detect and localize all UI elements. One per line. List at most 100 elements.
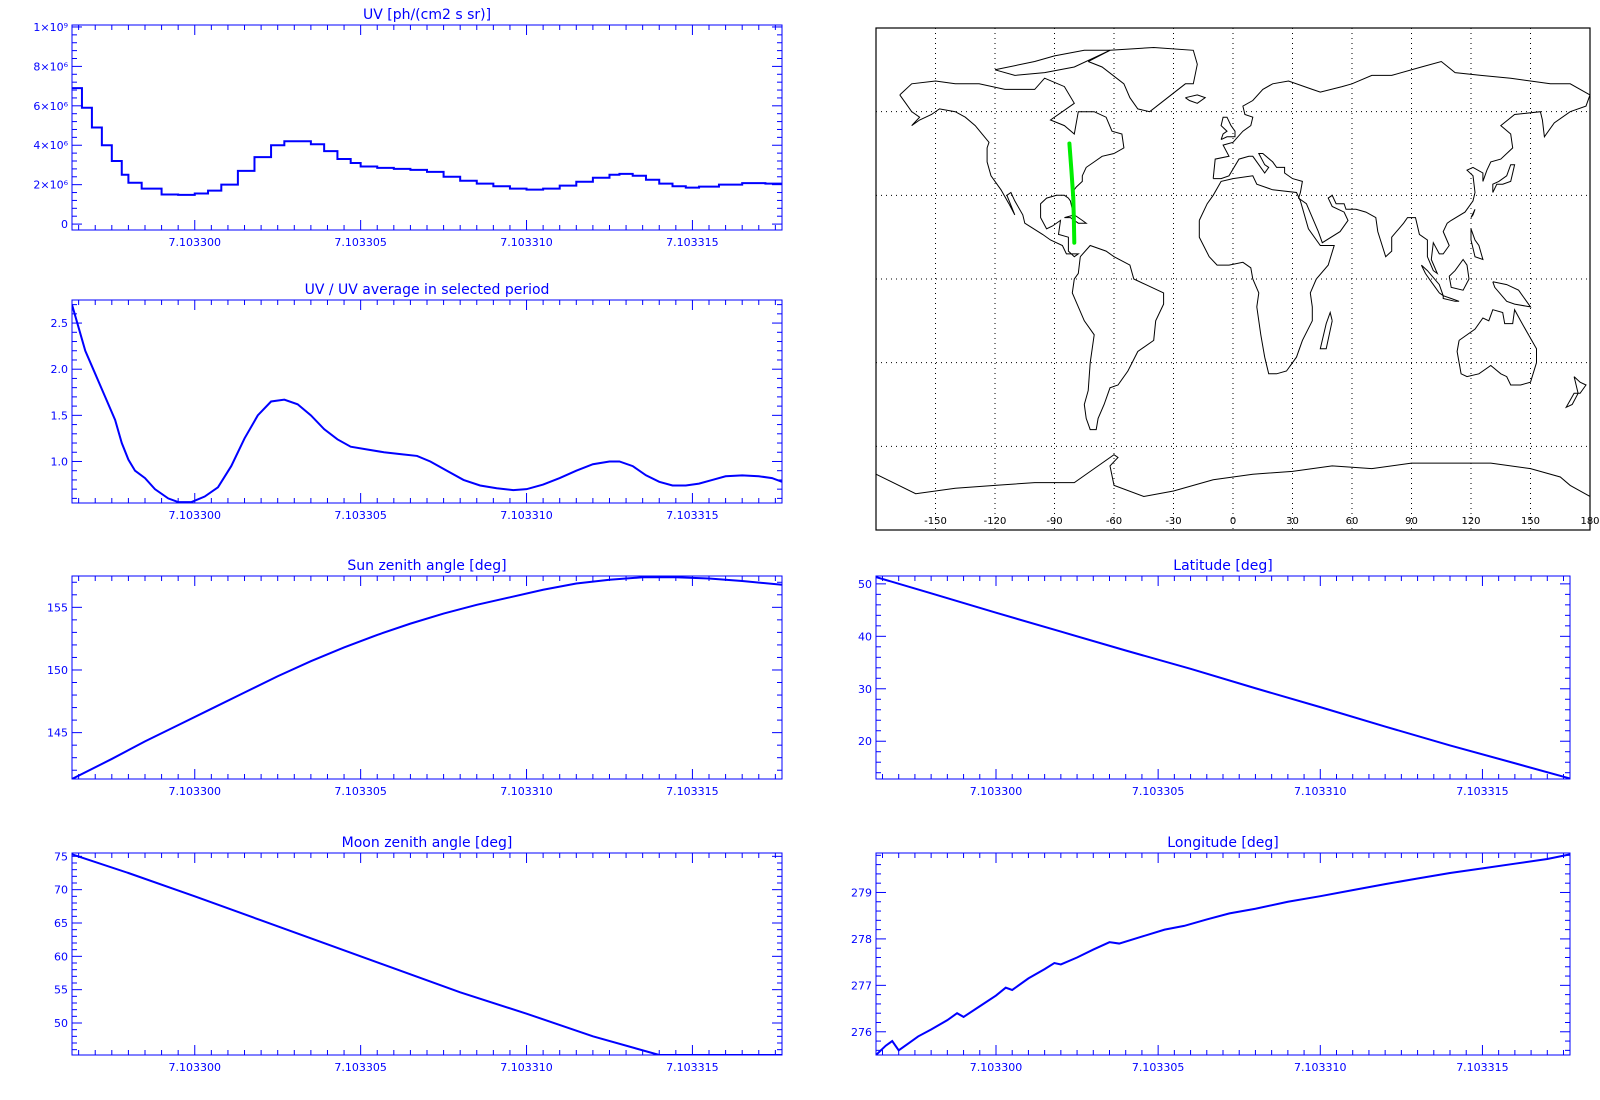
- coastline: [899, 77, 1125, 258]
- y-tick-label: 4×10⁶: [33, 139, 68, 152]
- plot-frame: [71, 575, 783, 780]
- y-tick-label: 70: [54, 884, 68, 897]
- coastline: [1470, 228, 1484, 261]
- x-tick-label: 7.103310: [500, 785, 553, 798]
- x-tick-label: 7.103315: [666, 236, 719, 249]
- coastline: [1492, 281, 1532, 308]
- y-tick-label: 1×10⁹: [33, 21, 68, 34]
- coastline: [1071, 244, 1165, 431]
- y-tick-label: 20: [858, 735, 872, 748]
- x-tick-label: 7.103300: [970, 785, 1023, 798]
- map-lon-label: -60: [1106, 516, 1122, 527]
- series-line: [72, 87, 782, 196]
- y-tick-label: 2.5: [51, 317, 69, 330]
- map-lon-label: -120: [984, 516, 1007, 527]
- chart-lon: Longitude [deg] 7.103300 7.103305 7.103310 7…: [851, 835, 1571, 1074]
- y-tick-label: 279: [851, 886, 872, 899]
- y-tick-label: 277: [851, 979, 872, 992]
- chart-title: UV [ph/(cm2 s sr)]: [363, 7, 491, 23]
- y-tick-label: 65: [54, 917, 68, 930]
- chart-title: Latitude [deg]: [1173, 558, 1272, 574]
- x-tick-label: 7.103310: [1294, 1061, 1347, 1074]
- coastline: [1470, 209, 1476, 218]
- y-tick-label: 55: [54, 984, 68, 997]
- chart-sun: Sun zenith angle [deg] 7.103300 7.103305 7.…: [47, 558, 783, 798]
- x-tick-label: 7.103315: [666, 1061, 719, 1074]
- chart-title: Longitude [deg]: [1167, 835, 1278, 851]
- x-tick-label: 7.103305: [334, 236, 387, 249]
- x-tick-label: 7.103300: [169, 509, 222, 522]
- series-line: [876, 576, 1570, 779]
- x-tick-label: 7.103315: [666, 509, 719, 522]
- y-tick-label: 145: [47, 727, 68, 740]
- coastline: [1492, 164, 1516, 193]
- x-tick-label: 7.103310: [500, 509, 553, 522]
- plot-frame: [71, 299, 783, 504]
- coastline: [1448, 258, 1470, 291]
- y-tick-label: 75: [54, 850, 68, 863]
- x-tick-label: 7.103305: [334, 785, 387, 798]
- coastline: [1456, 308, 1537, 386]
- orbit-track: [1067, 141, 1077, 245]
- y-tick-label: 2.0: [51, 363, 69, 376]
- x-tick-label: 7.103305: [1132, 785, 1185, 798]
- time-series-panels: UV [ph/(cm2 s sr)] 7.103300 7.103305 7.1033…: [33, 7, 1571, 1074]
- chart-title: UV / UV average in selected period: [305, 282, 550, 298]
- chart-lat: Latitude [deg] 7.103300 7.103305 7.103310 7.…: [858, 558, 1571, 798]
- y-tick-label: 2×10⁶: [33, 179, 68, 192]
- y-tick-label: 276: [851, 1026, 872, 1039]
- x-tick-label: 7.103300: [970, 1061, 1023, 1074]
- chart-title: Moon zenith angle [deg]: [342, 835, 513, 851]
- map-content: [876, 28, 1590, 530]
- x-tick-label: 7.103300: [169, 236, 222, 249]
- plot-frame: [875, 575, 1571, 780]
- x-tick-label: 7.103300: [169, 1061, 222, 1074]
- chart-uv: UV [ph/(cm2 s sr)] 7.103300 7.103305 7.1033…: [33, 7, 783, 249]
- y-tick-label: 1.5: [51, 409, 69, 422]
- coastline: [1087, 46, 1198, 113]
- map-lon-label: 150: [1521, 516, 1540, 527]
- y-tick-label: 278: [851, 933, 872, 946]
- chart-moon: Moon zenith angle [deg] 7.103300 7.103305 7…: [54, 835, 783, 1074]
- coastline: [1564, 376, 1587, 409]
- map-lon-label: 30: [1286, 516, 1299, 527]
- map-lon-label: -30: [1165, 516, 1181, 527]
- coastline: [1212, 60, 1590, 275]
- coastline: [1319, 310, 1333, 350]
- y-tick-label: 50: [858, 578, 872, 591]
- y-tick-label: 150: [47, 664, 68, 677]
- map-lon-label: -90: [1046, 516, 1062, 527]
- plot-frame: [875, 852, 1571, 1056]
- chart-title: Sun zenith angle [deg]: [347, 558, 506, 574]
- x-tick-label: 7.103315: [1456, 785, 1509, 798]
- coastline: [876, 454, 1590, 498]
- chart-uvratio: UV / UV average in selected period 7.1033…: [51, 282, 783, 522]
- coastline: [1442, 295, 1460, 302]
- x-tick-label: 7.103305: [334, 1061, 387, 1074]
- y-tick-label: 60: [54, 950, 68, 963]
- x-tick-label: 7.103310: [500, 1061, 553, 1074]
- series-line: [72, 304, 782, 503]
- x-tick-label: 7.103315: [1456, 1061, 1509, 1074]
- plot-frame: [71, 852, 783, 1056]
- y-tick-label: 8×10⁶: [33, 60, 68, 73]
- world-map-panel: -150 -120 -90 -60 -30 0 30 60 90 120 150 180: [875, 27, 1600, 531]
- y-tick-label: 30: [858, 683, 872, 696]
- y-tick-label: 6×10⁶: [33, 100, 68, 113]
- y-tick-label: 155: [47, 601, 68, 614]
- map-lon-label: -150: [924, 516, 947, 527]
- series-line: [72, 853, 782, 1055]
- x-tick-label: 7.103315: [666, 785, 719, 798]
- x-tick-label: 7.103305: [334, 509, 387, 522]
- coastline: [1420, 264, 1445, 298]
- coastline: [1185, 94, 1207, 104]
- map-lon-label: 120: [1461, 516, 1480, 527]
- y-tick-label: 1.0: [51, 455, 69, 468]
- x-tick-label: 7.103310: [500, 236, 553, 249]
- plot-frame: [71, 24, 783, 231]
- coastline: [1198, 175, 1335, 375]
- y-tick-label: 50: [54, 1017, 68, 1030]
- series-line: [876, 853, 1570, 1055]
- series-line: [72, 576, 782, 779]
